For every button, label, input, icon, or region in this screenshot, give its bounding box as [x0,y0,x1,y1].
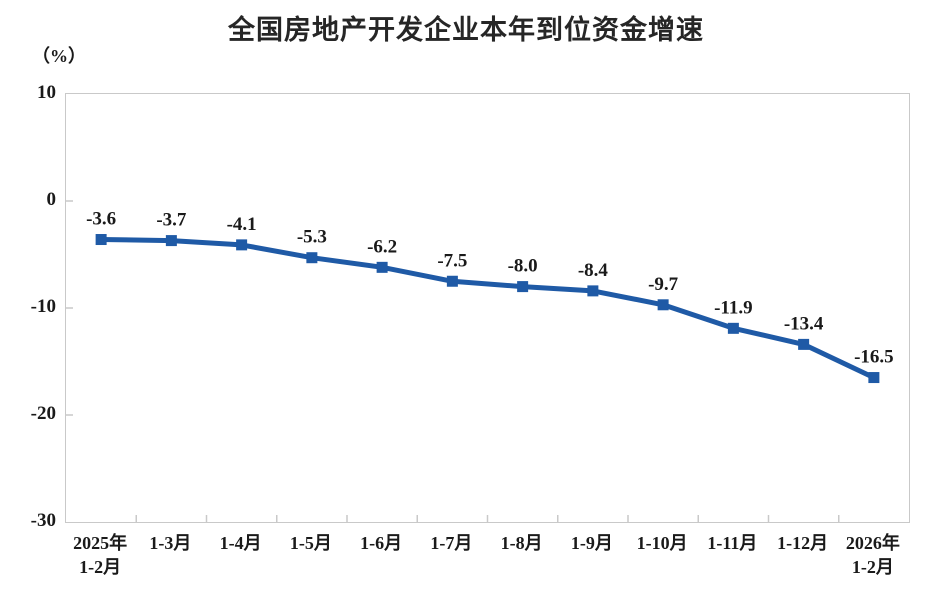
data-point-marker [165,235,177,247]
x-axis-tick-label-line: 1-10月 [636,533,688,553]
x-axis-tick-label-line: 1-6月 [360,533,403,553]
data-label: -13.4 [784,313,824,334]
data-label: -16.5 [854,347,894,368]
x-axis-tick-label-line: 1-9月 [570,533,613,553]
data-label: -5.3 [297,227,327,248]
x-axis-tick-label-line: 1-2月 [79,557,122,577]
x-axis-tick-label-line: 1-12月 [777,533,829,553]
data-label: -3.7 [156,210,187,231]
x-axis-tick-label-line: 1-7月 [430,533,473,553]
data-point-marker [587,285,599,297]
x-axis-tick-label: 1-8月 [501,531,543,555]
x-axis-tick-label-line: 1-4月 [219,533,262,553]
x-axis-tick-label-line: 1-11月 [707,533,758,553]
y-axis-tick-label: -10 [30,296,56,317]
chart-title: 全国房地产开发企业本年到位资金增速 [228,15,704,45]
data-label: -11.9 [714,297,753,318]
data-point-marker [657,299,669,311]
data-point-marker [306,252,318,264]
y-axis-tick-label: -30 [30,510,56,531]
data-point-marker [446,275,458,287]
data-label: -9.7 [648,274,679,295]
plot-area: -3.6 -3.7 -4.1 -5.3 -6.2 -7.5 -8.0 -8.4 -9.7 -11.… [65,93,910,523]
data-point-marker [868,372,880,384]
data-label: -8.4 [578,260,609,281]
x-axis-tick-label-line: 1-3月 [149,533,192,553]
data-label: -7.5 [437,250,467,271]
x-axis-tick-label: 1-7月 [430,531,472,555]
x-axis-tick-label: 2026年 1-2月 [846,531,900,579]
data-point-marker [798,338,810,350]
x-axis-tick-label: 1-3月 [149,531,191,555]
x-axis-tick-label-line: 1-5月 [289,533,332,553]
data-point-marker [95,234,107,246]
x-axis-tick-label: 1-12月 [777,531,828,555]
y-axis-tick-label: -20 [30,403,56,424]
x-axis-tick-label-line: 1-8月 [500,533,543,553]
x-axis-tick-label: 1-5月 [290,531,332,555]
x-axis-tick-label-line: 2026年 [845,533,900,553]
x-axis-tick-label: 1-10月 [637,531,688,555]
data-point-marker [236,239,248,251]
data-label: -6.2 [367,236,397,257]
x-axis-tick-label: 1-4月 [220,531,262,555]
x-axis-tick-label-line: 2025年 [73,533,128,553]
data-point-marker [727,322,739,334]
y-axis-tick-label: 0 [46,189,57,210]
data-point-marker [376,261,388,273]
x-axis-tick-label: 1-9月 [571,531,613,555]
y-axis-unit-label: （%） [32,46,86,66]
x-axis-tick-label: 1-11月 [707,531,757,555]
data-point-marker [517,281,529,293]
x-axis-tick-label-line: 1-2月 [851,557,894,577]
x-axis-tick-label: 1-6月 [360,531,402,555]
data-label: -3.6 [86,209,116,230]
x-axis-tick-label: 2025年 1-2月 [73,531,127,579]
y-axis-tick-label: 10 [37,82,56,103]
plot-svg: -3.6 -3.7 -4.1 -5.3 -6.2 -7.5 -8.0 -8.4 -9.7 -11.… [66,200,894,522]
data-label: -8.0 [508,256,538,277]
data-label: -4.1 [227,214,257,235]
data-line [98,237,877,381]
